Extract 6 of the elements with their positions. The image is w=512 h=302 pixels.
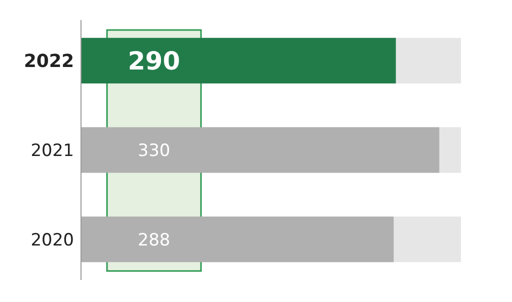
data-label: 288 (138, 230, 170, 250)
y-tick-label: 2020 (30, 230, 74, 250)
data-label: 290 (128, 46, 180, 76)
data-label: 330 (138, 140, 170, 161)
y-tick-label: 2022 (24, 50, 74, 72)
y-tick-label: 2021 (30, 140, 74, 161)
